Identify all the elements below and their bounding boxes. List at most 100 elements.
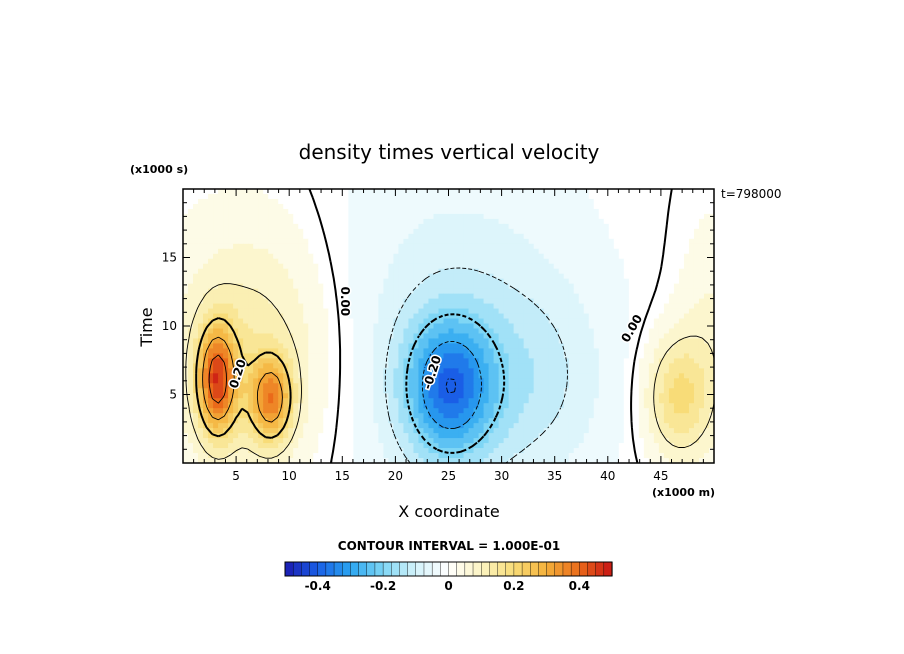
heatmap-cell [393, 338, 400, 345]
heatmap-cell [393, 308, 400, 315]
heatmap-cell [223, 283, 229, 290]
heatmap-cell [563, 233, 570, 240]
heatmap-cell [318, 373, 324, 379]
heatmap-cell [668, 228, 675, 235]
heatmap-cell [233, 403, 239, 409]
heatmap-cell [698, 323, 705, 330]
heatmap-cell [593, 203, 600, 210]
heatmap-cell [708, 258, 715, 265]
heatmap-cell [613, 368, 620, 374]
heatmap-cell [348, 268, 354, 275]
heatmap-cell [578, 268, 585, 275]
heatmap-cell [468, 208, 475, 215]
heatmap-cell [303, 383, 309, 389]
heatmap-cell [468, 273, 475, 280]
heatmap-cell [333, 208, 339, 215]
heatmap-cell [598, 203, 605, 210]
heatmap-cell [623, 243, 630, 250]
heatmap-cell [498, 418, 505, 424]
heatmap-cell [463, 368, 470, 374]
heatmap-cell [468, 398, 475, 404]
heatmap-cell [343, 323, 349, 330]
heatmap-cell [448, 373, 455, 379]
heatmap-cell [648, 353, 655, 359]
heatmap-cell [428, 268, 435, 275]
heatmap-cell [608, 388, 615, 394]
heatmap-cell [383, 193, 389, 200]
heatmap-cell [593, 263, 600, 270]
heatmap-cell [708, 338, 715, 345]
heatmap-cell [428, 189, 435, 195]
heatmap-cell [263, 318, 269, 325]
heatmap-cell [623, 418, 630, 424]
heatmap-cell [363, 363, 369, 369]
heatmap-cell [498, 308, 505, 315]
heatmap-cell [618, 213, 625, 220]
heatmap-cell [333, 198, 339, 205]
heatmap-cell [238, 308, 244, 315]
heatmap-cell [388, 218, 394, 225]
heatmap-cell [603, 258, 610, 265]
heatmap-cell [623, 198, 630, 205]
heatmap-cell [218, 273, 224, 280]
heatmap-cell [333, 273, 339, 280]
heatmap-cell [193, 238, 199, 245]
heatmap-cell [543, 408, 550, 414]
heatmap-cell [693, 403, 700, 409]
heatmap-cell [588, 343, 595, 350]
heatmap-cell [378, 288, 384, 295]
heatmap-cell [198, 368, 204, 374]
heatmap-cell [458, 388, 465, 394]
heatmap-cell [658, 343, 665, 350]
heatmap-cell [338, 418, 344, 424]
heatmap-cell [238, 418, 244, 424]
heatmap-cell [313, 273, 319, 280]
heatmap-cell [443, 353, 450, 359]
heatmap-cell [373, 323, 379, 330]
heatmap-cell [468, 338, 475, 345]
heatmap-cell [468, 353, 475, 359]
heatmap-cell [273, 258, 279, 265]
heatmap-cell [698, 198, 705, 205]
heatmap-cell [428, 238, 435, 245]
heatmap-cell [353, 258, 359, 265]
heatmap-cell [258, 343, 264, 350]
heatmap-cell [218, 223, 224, 230]
heatmap-cell [303, 358, 309, 364]
heatmap-cell [328, 208, 334, 215]
heatmap-cell [423, 268, 430, 275]
heatmap-cell [493, 193, 500, 200]
heatmap-cell [223, 233, 229, 240]
heatmap-cell [698, 268, 705, 275]
heatmap-cell [398, 383, 405, 389]
heatmap-cell [348, 318, 354, 325]
heatmap-cell [328, 363, 334, 369]
heatmap-cell [633, 413, 640, 419]
heatmap-cell [673, 408, 680, 414]
heatmap-cell [353, 208, 359, 215]
heatmap-cell [233, 213, 239, 220]
heatmap-cell [453, 308, 460, 315]
heatmap-cell [423, 338, 430, 345]
heatmap-cell [223, 363, 229, 369]
heatmap-cell [498, 368, 505, 374]
heatmap-cell [523, 323, 530, 330]
heatmap-cell [648, 243, 655, 250]
heatmap-cell [528, 408, 535, 414]
heatmap-cell [653, 208, 660, 215]
heatmap-cell [658, 408, 665, 414]
heatmap-cell [393, 223, 400, 230]
heatmap-cell [683, 343, 690, 350]
heatmap-cell [543, 208, 550, 215]
heatmap-cell [658, 363, 665, 369]
heatmap-cell [643, 208, 650, 215]
heatmap-cell [608, 248, 615, 255]
heatmap-cell [388, 313, 394, 320]
heatmap-cell [413, 253, 420, 260]
heatmap-cell [228, 278, 234, 285]
heatmap-cell [263, 398, 269, 404]
heatmap-cell [443, 293, 450, 300]
heatmap-cell [408, 358, 415, 364]
heatmap-cell [543, 228, 550, 235]
heatmap-cell [183, 233, 189, 240]
